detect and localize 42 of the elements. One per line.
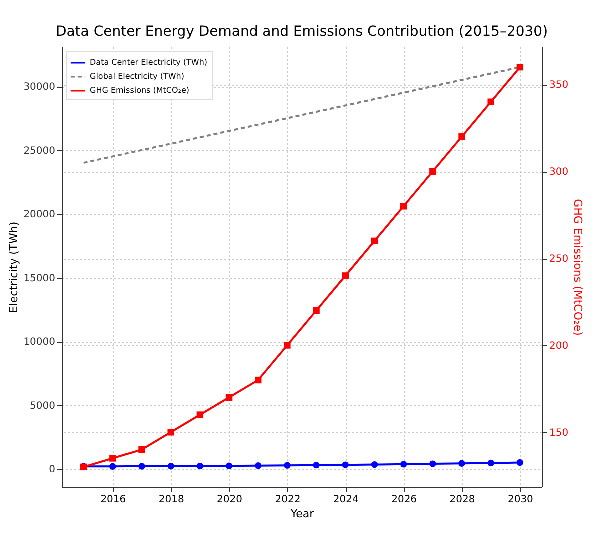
y-tick-label: 5000 [30, 400, 56, 412]
y2-tick-label: 150 [550, 428, 569, 439]
y-tick-label: 10000 [24, 337, 56, 348]
y2-tick-label: 200 [550, 340, 569, 352]
point [400, 203, 408, 210]
y-tick-label: 15000 [24, 273, 56, 284]
x-tick-label: 2018 [158, 494, 184, 506]
point [226, 394, 233, 401]
y-tick-label: 25000 [24, 146, 56, 157]
y-tick-label: 0 [49, 464, 56, 476]
x-tick-label: 2016 [100, 494, 126, 506]
point [488, 98, 494, 106]
point [313, 307, 320, 314]
y2-axis-title: GHG Emissions (MtCO₂e) [572, 199, 585, 336]
x-tick-label: 2030 [508, 494, 534, 506]
x-tick-label: 2026 [392, 494, 418, 506]
y-tick-label: 20000 [24, 210, 56, 221]
legend-label: Data Center Electricity (TWh) [90, 58, 208, 67]
point [255, 376, 262, 384]
point [110, 455, 116, 462]
point [458, 134, 466, 140]
point [516, 64, 524, 71]
point [342, 272, 349, 280]
y2-tick-label: 300 [550, 167, 569, 178]
chart-title: Data Center Energy Demand and Emissions Contribution (2015–2030) [56, 24, 548, 40]
x-tick-label: 2024 [333, 494, 359, 506]
y2-tick-label: 250 [550, 254, 569, 266]
point [196, 412, 204, 418]
point [430, 168, 436, 175]
point [138, 446, 146, 454]
y-axis-title: Electricity (TWh) [8, 222, 21, 314]
point [371, 238, 378, 245]
point [284, 342, 291, 349]
x-tick-label: 2022 [275, 494, 301, 506]
point [168, 429, 174, 436]
y2-tick-label: 350 [550, 80, 569, 92]
x-axis-title: Year [290, 508, 315, 520]
y-tick-label: 30000 [24, 82, 56, 94]
x-tick-label: 2020 [217, 494, 242, 506]
legend-label: GHG Emissions (MtCO₂e) [90, 86, 190, 95]
legend-label: Global Electricity (TWh) [90, 72, 184, 81]
x-tick-label: 2028 [450, 494, 476, 506]
